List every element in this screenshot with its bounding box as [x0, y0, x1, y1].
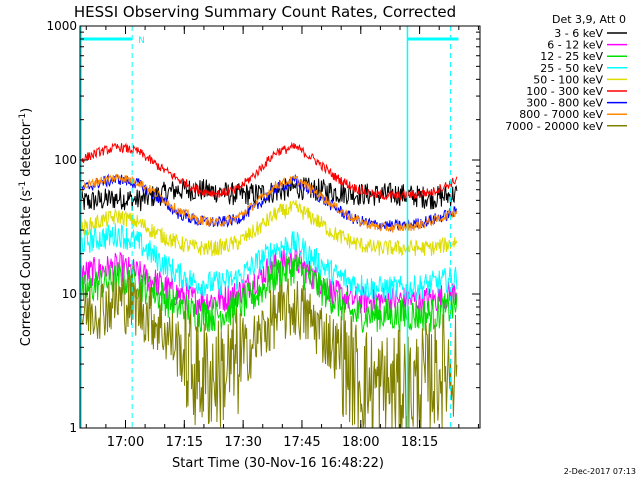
- x-axis-label: Start Time (30-Nov-16 16:48:22): [172, 456, 384, 471]
- legend-label-1: 6 - 12 keV: [547, 39, 603, 52]
- y-tick-label-0: 1: [69, 421, 77, 435]
- footer-date: 2-Dec-2017 07:13: [564, 467, 636, 476]
- x-tick-label-2: 17:30: [224, 435, 261, 450]
- series-line-8: [79, 273, 458, 429]
- series-line-7: [79, 173, 458, 233]
- legend-label-6: 300 - 800 keV: [526, 97, 603, 110]
- x-tick-label-0: 17:00: [107, 435, 144, 450]
- series-line-4: [79, 199, 458, 257]
- flag-bar-label-0: N: [138, 36, 145, 46]
- legend-label-4: 50 - 100 keV: [533, 73, 603, 86]
- x-tick-label-4: 18:00: [342, 435, 379, 450]
- x-tick-label-5: 18:15: [401, 435, 438, 450]
- legend-label-8: 7000 - 20000 keV: [505, 120, 603, 133]
- legend-label-2: 12 - 25 keV: [540, 50, 603, 63]
- y-tick-label-3: 1000: [46, 19, 77, 33]
- series-line-3: [79, 223, 458, 302]
- legend-label-5: 100 - 300 keV: [526, 85, 603, 98]
- legend-label-7: 800 - 7000 keV: [519, 108, 603, 121]
- series-line-2: [80, 252, 458, 334]
- y-tick-label-1: 10: [62, 287, 77, 301]
- chart-title: HESSI Observing Summary Count Rates, Cor…: [74, 3, 456, 21]
- legend-label-0: 3 - 6 keV: [554, 27, 603, 40]
- x-tick-label-1: 17:15: [166, 435, 203, 450]
- plot-frame: [79, 25, 481, 429]
- y-axis-label: Corrected Count Rate (s-1 detector-1): [18, 108, 34, 346]
- legend-label-3: 25 - 50 keV: [540, 62, 603, 75]
- x-tick-label-3: 17:45: [283, 435, 320, 450]
- y-tick-label-2: 100: [54, 153, 77, 167]
- series-line-5: [79, 141, 458, 202]
- legend-header: Det 3,9, Att 0: [552, 13, 626, 26]
